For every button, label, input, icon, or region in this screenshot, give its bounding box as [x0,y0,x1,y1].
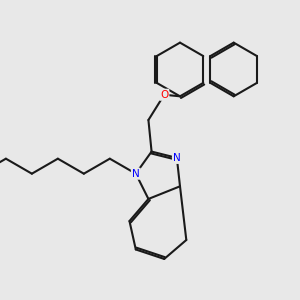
Text: O: O [160,90,168,100]
Text: N: N [173,153,181,163]
Text: N: N [132,169,140,179]
